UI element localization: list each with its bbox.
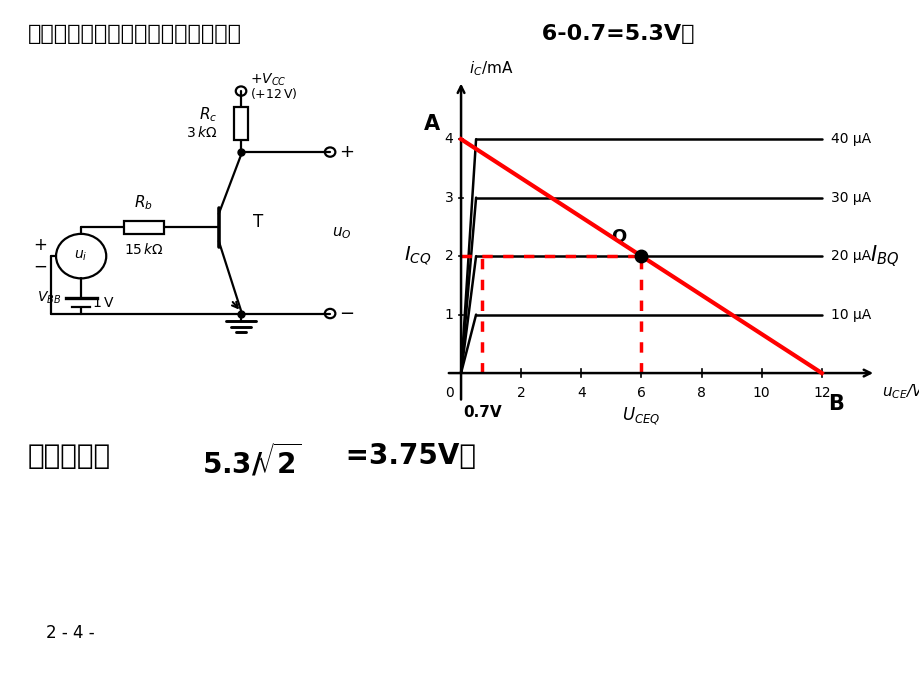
Text: 6-0.7=5.3V，: 6-0.7=5.3V， [533,24,693,44]
Text: B: B [827,393,843,413]
Bar [233,107,248,139]
Text: $U_{CEQ}$: $U_{CEQ}$ [621,405,660,427]
Text: +: + [33,237,47,255]
Text: $3\,k\Omega$: $3\,k\Omega$ [187,125,217,140]
Text: 0.7V: 0.7V [462,405,501,420]
Text: $i_C$/mA: $i_C$/mA [468,59,513,78]
Text: $(+12\,\mathrm{V})$: $(+12\,\mathrm{V})$ [250,86,297,101]
Text: $u_O$: $u_O$ [332,225,351,241]
Text: −: − [338,304,354,322]
Text: $I_{CQ}$: $I_{CQ}$ [403,245,430,267]
Text: 2 - 4 -: 2 - 4 - [46,624,95,642]
Text: 3: 3 [444,190,453,205]
Text: +: + [338,143,354,161]
Bar [123,221,164,234]
Text: 20 μA: 20 μA [830,249,870,263]
Text: 有效值约为: 有效值约为 [28,442,110,470]
Text: Q: Q [610,228,626,246]
Text: $R_c$: $R_c$ [199,105,217,124]
Text: $R_b$: $R_b$ [134,194,153,213]
Text: 8: 8 [697,386,705,400]
Text: $V_{BB}$: $V_{BB}$ [37,289,61,306]
Text: =3.75V。: =3.75V。 [335,442,475,470]
Text: $\mathbf{5.3/\!\sqrt{2}}$: $\mathbf{5.3/\!\sqrt{2}}$ [202,442,301,480]
Text: 10 μA: 10 μA [830,308,870,322]
Text: 30 μA: 30 μA [830,190,870,205]
Text: $15\,k\Omega$: $15\,k\Omega$ [124,242,164,257]
Text: 10: 10 [752,386,770,400]
Text: 12: 12 [812,386,830,400]
Text: 1: 1 [444,308,453,322]
Text: A: A [424,115,439,135]
Text: $u_{CE}$/V: $u_{CE}$/V [881,382,919,400]
Text: 2: 2 [516,386,525,400]
Text: $1\,\mathrm{V}$: $1\,\mathrm{V}$ [93,296,115,310]
Text: 4: 4 [576,386,585,400]
Text: $\mathit{I}_{BQ}$: $\mathit{I}_{BQ}$ [869,244,898,269]
Text: 0: 0 [444,386,453,400]
Text: T: T [253,213,263,231]
Text: $+V_{CC}$: $+V_{CC}$ [250,72,287,88]
Text: 6: 6 [636,386,645,400]
Text: 2: 2 [444,249,453,263]
Text: −: − [33,258,47,276]
Text: 40 μA: 40 μA [830,132,870,146]
Text: $u_i$: $u_i$ [74,249,88,264]
Text: 空载时最大不失真输出电压幅值约为: 空载时最大不失真输出电压幅值约为 [28,24,242,44]
Text: 4: 4 [444,132,453,146]
